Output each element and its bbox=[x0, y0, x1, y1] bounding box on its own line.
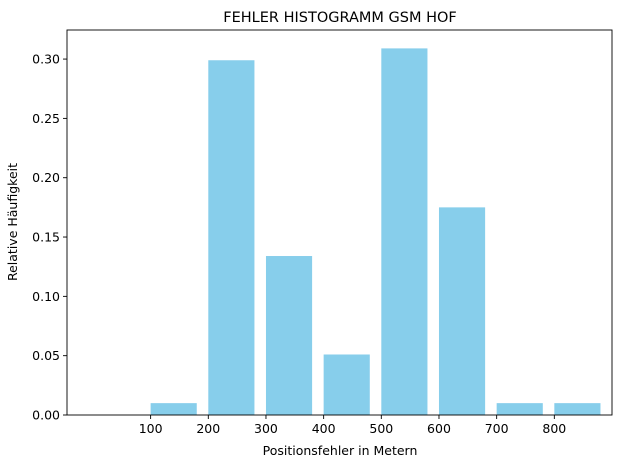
y-tick-label-5: 0.20 bbox=[32, 170, 60, 185]
x-axis-ticks: 100 200 300 400 500 600 700 800 bbox=[139, 415, 566, 436]
bar-8 bbox=[554, 403, 601, 415]
bar-7 bbox=[496, 403, 543, 415]
bars-group bbox=[150, 48, 601, 415]
x-tick-label-5: 500 bbox=[369, 421, 393, 436]
plot-frame bbox=[66, 29, 613, 416]
y-tick-label-7: 0.30 bbox=[32, 52, 60, 67]
bar-6 bbox=[438, 207, 486, 415]
y-tick-label-6: 0.25 bbox=[32, 111, 60, 126]
x-axis-label: Positionsfehler in Metern bbox=[263, 443, 418, 458]
x-tick-label-2: 200 bbox=[196, 421, 220, 436]
x-tick-label-1: 100 bbox=[139, 421, 163, 436]
y-tick-label-1: 0.00 bbox=[32, 408, 60, 423]
x-tick-label-4: 400 bbox=[312, 421, 336, 436]
bar-1 bbox=[150, 403, 197, 415]
y-tick-label-3: 0.10 bbox=[32, 289, 60, 304]
y-axis-ticks: 0.00 0.05 0.10 0.15 0.20 0.25 0.30 bbox=[32, 52, 67, 423]
y-axis-label: Relative Häufigkeit bbox=[5, 163, 20, 281]
y-tick-label-2: 0.05 bbox=[32, 348, 60, 363]
bar-3 bbox=[265, 256, 313, 415]
bar-5 bbox=[381, 48, 428, 415]
y-tick-label-4: 0.15 bbox=[32, 230, 60, 245]
x-tick-label-7: 700 bbox=[485, 421, 509, 436]
x-tick-label-3: 300 bbox=[254, 421, 278, 436]
x-tick-label-6: 600 bbox=[427, 421, 451, 436]
chart-title: FEHLER HISTOGRAMM GSM HOF bbox=[223, 10, 456, 26]
x-tick-label-8: 800 bbox=[542, 421, 566, 436]
plot-area: 100 200 300 400 500 600 700 800 0.00 0.05 0.10 0.1… bbox=[32, 29, 613, 436]
bar-2 bbox=[208, 60, 255, 415]
bar-4 bbox=[323, 354, 370, 415]
